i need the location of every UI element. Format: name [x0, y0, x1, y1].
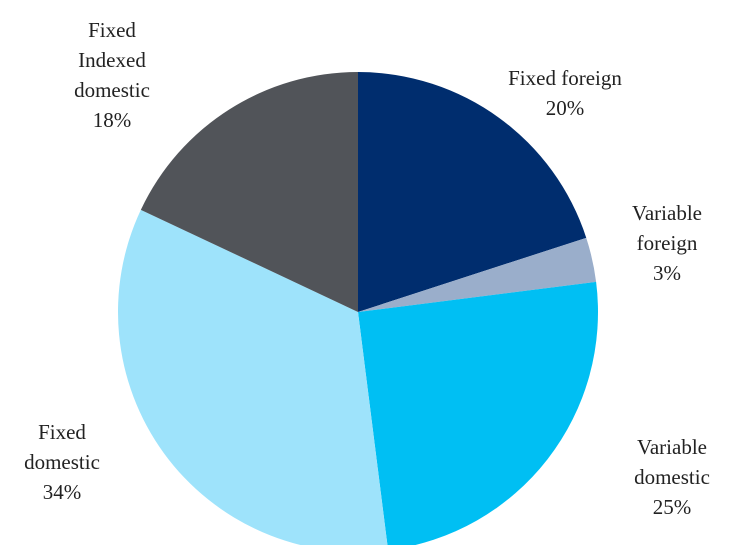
slice-label: Variable domestic 25% — [634, 432, 710, 522]
pie-slice — [358, 72, 587, 312]
slice-value: 3% — [653, 261, 681, 285]
slice-label: Variable foreign 3% — [632, 198, 702, 288]
slice-name: Fixed Indexed domestic — [74, 18, 150, 102]
pie-slice — [140, 72, 358, 312]
slice-label: Fixed Indexed domestic 18% — [74, 15, 150, 135]
slice-value: 18% — [92, 108, 132, 132]
slice-name: Variable domestic — [634, 435, 710, 489]
pie-slice — [358, 281, 598, 545]
slice-value: 34% — [42, 480, 82, 504]
slice-label: Fixed foreign 20% — [508, 63, 622, 123]
slice-value: 25% — [652, 495, 692, 519]
pie-slice — [358, 237, 597, 312]
slice-value: 20% — [545, 96, 585, 120]
pie-slice — [118, 209, 388, 545]
slice-label: Fixed domestic 34% — [24, 417, 100, 507]
slice-name: Variable foreign — [632, 201, 702, 255]
slice-name: Fixed domestic — [24, 420, 100, 474]
slice-name: Fixed foreign — [508, 66, 622, 90]
